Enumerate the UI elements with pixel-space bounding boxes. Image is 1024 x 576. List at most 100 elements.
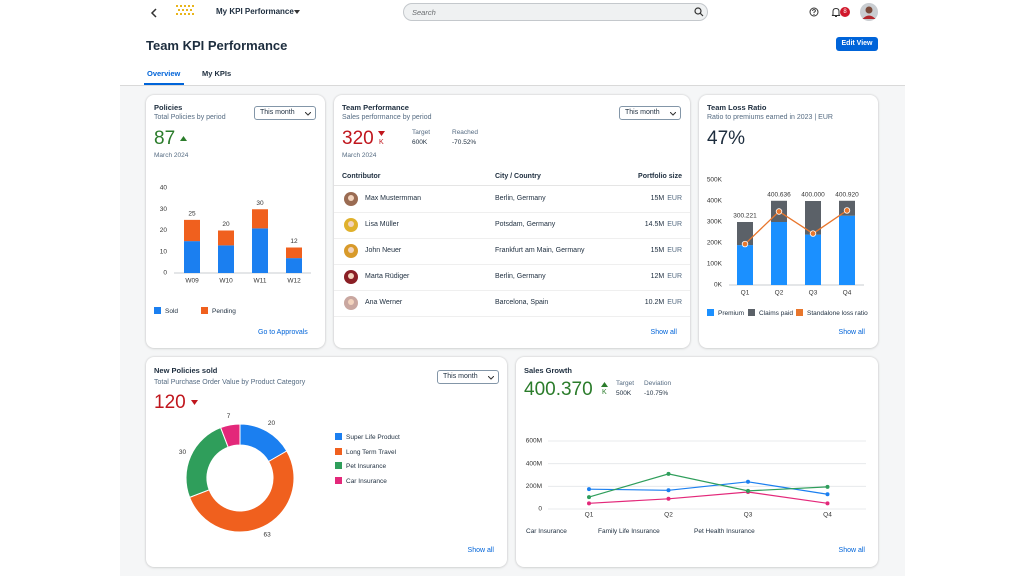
portfolio-value: 15M [650, 195, 665, 202]
reached-value: -70.52% [452, 139, 477, 146]
line-point [587, 501, 591, 506]
kpi-value: 47% [707, 128, 746, 149]
show-all-link[interactable]: Show all [838, 329, 865, 336]
show-all-link[interactable]: Show all [467, 547, 494, 554]
legend-swatch [201, 307, 208, 314]
show-all-link[interactable]: Show all [838, 547, 865, 554]
y-tick-label: 100K [707, 261, 723, 268]
total-label: 12 [290, 238, 298, 245]
card-subtitle: Total Purchase Order Value by Product Ca… [154, 379, 306, 386]
help-icon[interactable] [809, 7, 819, 17]
legend-label: Sold [165, 308, 179, 315]
column-header: Portfolio size [638, 173, 682, 180]
bar-segment [218, 230, 234, 246]
trend-down [191, 400, 198, 405]
period-select[interactable]: This month [619, 106, 681, 120]
portfolio-value: 12M [650, 273, 665, 280]
portfolio-currency: EUR [667, 273, 682, 280]
search-placeholder: Search [412, 8, 436, 17]
total-label: 300.221 [733, 213, 757, 220]
card-title: Team Loss Ratio [707, 103, 767, 112]
period-select[interactable]: This month [437, 370, 499, 384]
line-point [666, 488, 671, 493]
column-header: Contributor [342, 173, 381, 180]
line-series [588, 491, 828, 504]
kpi-unit: K [379, 139, 384, 146]
page-header: Team KPI Performance Edit View Overview … [120, 26, 905, 86]
card-subtitle: Sales performance by period [342, 114, 432, 121]
y-tick-label: 20 [160, 227, 168, 234]
total-label: 400.000 [801, 192, 825, 199]
tab-my-kpis[interactable]: My KPIs [202, 69, 232, 78]
period-select[interactable]: This month [254, 106, 316, 120]
avatar-face [348, 273, 354, 279]
donut-slice [220, 423, 241, 448]
x-tick-label: W12 [287, 278, 301, 285]
loss-ratio-card: 0K 100K 200K 300K 400K 500K Q1 300.221 Q2 400.636… [699, 95, 878, 348]
line-point [825, 501, 830, 506]
tab-overview[interactable]: Overview [147, 69, 181, 78]
y-tick-label: 10 [160, 248, 168, 255]
row-separator [334, 290, 690, 291]
bar-segment [737, 245, 753, 285]
x-tick-label: Q4 [823, 512, 832, 519]
legend-item: Pending [201, 307, 236, 315]
avatar-face [348, 221, 354, 227]
line-point [741, 240, 749, 248]
line-point [666, 471, 671, 476]
legend-item: Sold [154, 307, 178, 315]
contributor-name: Ana Werner [365, 299, 403, 306]
legend-label: Pending [212, 308, 236, 315]
y-tick-label: 0K [714, 282, 723, 289]
app-title[interactable]: My KPI Performance [216, 7, 294, 16]
line-point [746, 479, 750, 484]
legend-item: Pet Insurance [335, 462, 386, 470]
kpi-value: 320 [342, 128, 374, 149]
caret [305, 112, 311, 116]
legend-label: Car Insurance [346, 477, 387, 485]
search-icon[interactable] [694, 7, 704, 17]
user-avatar[interactable] [860, 3, 878, 21]
kpi-date: March 2024 [154, 152, 189, 159]
app-menu-caret[interactable] [294, 10, 301, 15]
x-tick-label: Q3 [744, 512, 753, 519]
avatar-face [348, 299, 354, 305]
edit-view-button[interactable]: Edit View [836, 37, 878, 51]
contributor-name: John Neuer [365, 247, 402, 254]
card-title: Team Performance [342, 103, 409, 112]
total-label: 400.920 [835, 192, 859, 199]
policies-card: 0 10 20 30 40 W09 25 W10 20 W11 30 W12 12 Policies T… [146, 95, 325, 348]
policies-chart: 0 10 20 30 40 W09 25 W10 20 W11 30 W12 12 [160, 185, 311, 285]
bar-segment [252, 228, 268, 273]
line-point [843, 207, 851, 214]
x-tick-label: W09 [185, 278, 199, 285]
show-all-link[interactable]: Show all [650, 329, 677, 336]
donut-slice [188, 450, 295, 533]
go-to-approvals-link[interactable]: Go to Approvals [258, 329, 308, 336]
reached-label: Reached [452, 129, 479, 136]
bar-segment [839, 215, 855, 285]
trend-down [378, 131, 385, 136]
trend-up [180, 136, 187, 141]
y-tick-label: 400M [526, 460, 542, 467]
y-tick-label: 0 [163, 270, 167, 277]
x-tick-label: W10 [219, 278, 233, 285]
legend-label: Pet Insurance [346, 463, 387, 470]
caret [670, 112, 676, 116]
column-header: City / Country [495, 173, 541, 180]
notifications-icon[interactable] [831, 7, 841, 18]
bar-segment [805, 234, 821, 285]
contributor-name: Marta Rüdiger [365, 273, 410, 280]
back-button[interactable] [150, 8, 158, 18]
line-point [809, 230, 817, 237]
search-field[interactable]: Search [403, 3, 708, 21]
legend-swatch [335, 462, 342, 469]
row-separator [334, 238, 690, 239]
portfolio-size: 12M EUR [651, 273, 682, 280]
bar-segment [286, 247, 302, 259]
card-subtitle: Ratio to premiums earned in 2023 | EUR [707, 114, 833, 121]
donut-slice [185, 426, 229, 498]
bar-segment [218, 245, 234, 273]
legend-label: Pet Health Insurance [694, 528, 755, 535]
line-point [587, 495, 591, 500]
